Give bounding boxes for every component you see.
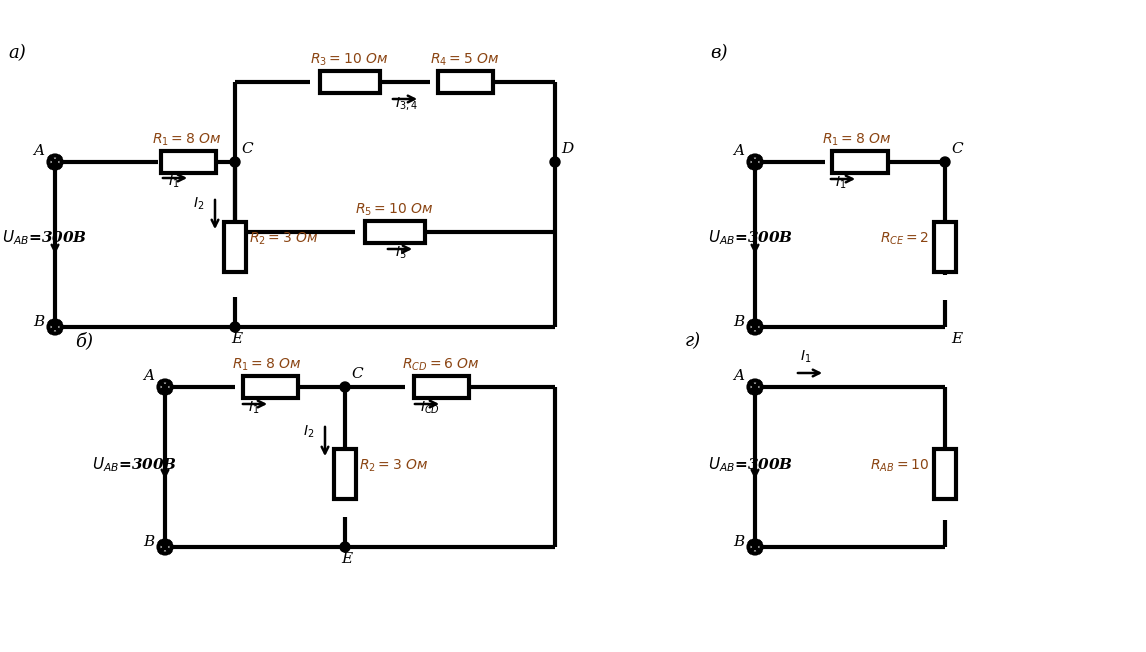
Bar bbox=[438, 71, 493, 93]
Text: а): а) bbox=[8, 44, 25, 62]
Bar bbox=[934, 449, 956, 499]
Circle shape bbox=[550, 157, 560, 167]
Bar bbox=[415, 376, 470, 398]
Circle shape bbox=[230, 322, 240, 332]
Text: $U_{AB}$=300В: $U_{AB}$=300В bbox=[2, 228, 87, 247]
Circle shape bbox=[940, 157, 950, 167]
Text: $R_1 = 8\ Ом$: $R_1 = 8\ Ом$ bbox=[152, 132, 221, 148]
Text: C: C bbox=[951, 142, 963, 156]
Bar bbox=[160, 151, 215, 173]
Text: B: B bbox=[733, 315, 744, 329]
Text: A: A bbox=[733, 369, 744, 383]
Text: C: C bbox=[351, 367, 362, 381]
Text: в): в) bbox=[711, 44, 728, 62]
Text: E: E bbox=[342, 552, 352, 566]
Text: $R_{CE} = 2\ Ом$: $R_{CE} = 2\ Ом$ bbox=[880, 231, 956, 247]
Text: $I_2$: $I_2$ bbox=[193, 196, 204, 212]
Circle shape bbox=[230, 157, 240, 167]
Text: E: E bbox=[951, 332, 963, 346]
Circle shape bbox=[340, 382, 350, 392]
Bar bbox=[320, 71, 380, 93]
Text: $R_5 = 10\ Ом$: $R_5 = 10\ Ом$ bbox=[355, 201, 433, 218]
Text: $I_2$: $I_2$ bbox=[303, 424, 314, 440]
Text: $R_1 = 8\ Ом$: $R_1 = 8\ Ом$ bbox=[231, 357, 301, 373]
Text: $R_4 = 5\ Ом$: $R_4 = 5\ Ом$ bbox=[430, 52, 500, 68]
Bar bbox=[832, 151, 887, 173]
Text: $I_1$: $I_1$ bbox=[835, 175, 847, 191]
Text: $I_1$: $I_1$ bbox=[168, 173, 179, 190]
Text: $R_{AB} = 10\ Ом$: $R_{AB} = 10\ Ом$ bbox=[870, 458, 956, 474]
Text: A: A bbox=[143, 369, 154, 383]
Text: $R_{CD} = 6\ Ом$: $R_{CD} = 6\ Ом$ bbox=[402, 357, 479, 373]
Text: $U_{AB}$=300В: $U_{AB}$=300В bbox=[708, 228, 793, 247]
Text: $I_5$: $I_5$ bbox=[395, 244, 407, 261]
Text: $I_1$: $I_1$ bbox=[248, 400, 259, 416]
Text: $R_1 = 8\ Ом$: $R_1 = 8\ Ом$ bbox=[822, 132, 892, 148]
Bar bbox=[934, 222, 956, 272]
Text: A: A bbox=[33, 144, 44, 158]
Bar bbox=[333, 449, 356, 499]
Bar bbox=[364, 221, 425, 243]
Text: B: B bbox=[33, 315, 45, 329]
Text: $U_{AB}$=300В: $U_{AB}$=300В bbox=[708, 455, 793, 474]
Text: б): б) bbox=[74, 332, 93, 350]
Circle shape bbox=[340, 542, 350, 552]
Text: B: B bbox=[733, 535, 744, 549]
Bar bbox=[243, 376, 298, 398]
Text: $R_2 = 3\ Ом$: $R_2 = 3\ Ом$ bbox=[249, 231, 319, 247]
Text: $R_3 = 10\ Ом$: $R_3 = 10\ Ом$ bbox=[311, 52, 388, 68]
Text: $U_{AB}$=300В: $U_{AB}$=300В bbox=[92, 455, 176, 474]
Text: $I_{CD}$: $I_{CD}$ bbox=[419, 400, 440, 416]
Bar bbox=[223, 222, 246, 272]
Text: г): г) bbox=[685, 332, 701, 350]
Text: $R_2 = 3\ Ом$: $R_2 = 3\ Ом$ bbox=[359, 458, 429, 474]
Text: B: B bbox=[143, 535, 155, 549]
Text: $I_1$: $I_1$ bbox=[800, 349, 811, 365]
Text: D: D bbox=[562, 142, 573, 156]
Text: E: E bbox=[231, 332, 242, 346]
Text: C: C bbox=[241, 142, 252, 156]
Text: $I_{3,4}$: $I_{3,4}$ bbox=[395, 95, 418, 112]
Text: A: A bbox=[733, 144, 744, 158]
